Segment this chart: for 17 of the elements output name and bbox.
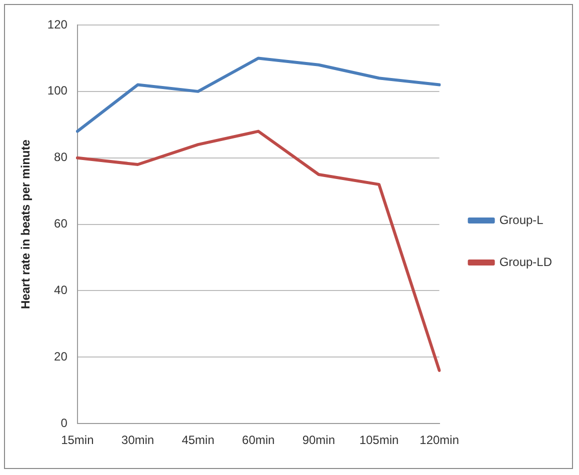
y-tick-label: 20 (54, 349, 68, 364)
x-tick-label: 105min (359, 433, 399, 448)
y-tick-label: 40 (54, 283, 68, 298)
legend-label: Group-LD (499, 254, 552, 269)
y-tick-label: 120 (47, 17, 68, 32)
x-tick-label: 90min (302, 433, 336, 448)
x-tick-label: 60min (242, 433, 275, 448)
x-tick-label: 30min (121, 433, 154, 448)
legend-label: Group-L (499, 212, 544, 227)
y-tick-label: 0 (60, 416, 68, 430)
y-tick-label: 80 (54, 150, 68, 164)
x-tick-label: 120min (420, 433, 459, 448)
y-tick-label: 100 (47, 84, 68, 98)
x-tick-label: 15min (61, 433, 94, 448)
x-tick-label: 45min (182, 433, 214, 448)
y-tick-label: 60 (54, 216, 68, 231)
y-axis-title: Heart rate in beats per minute (18, 139, 33, 309)
